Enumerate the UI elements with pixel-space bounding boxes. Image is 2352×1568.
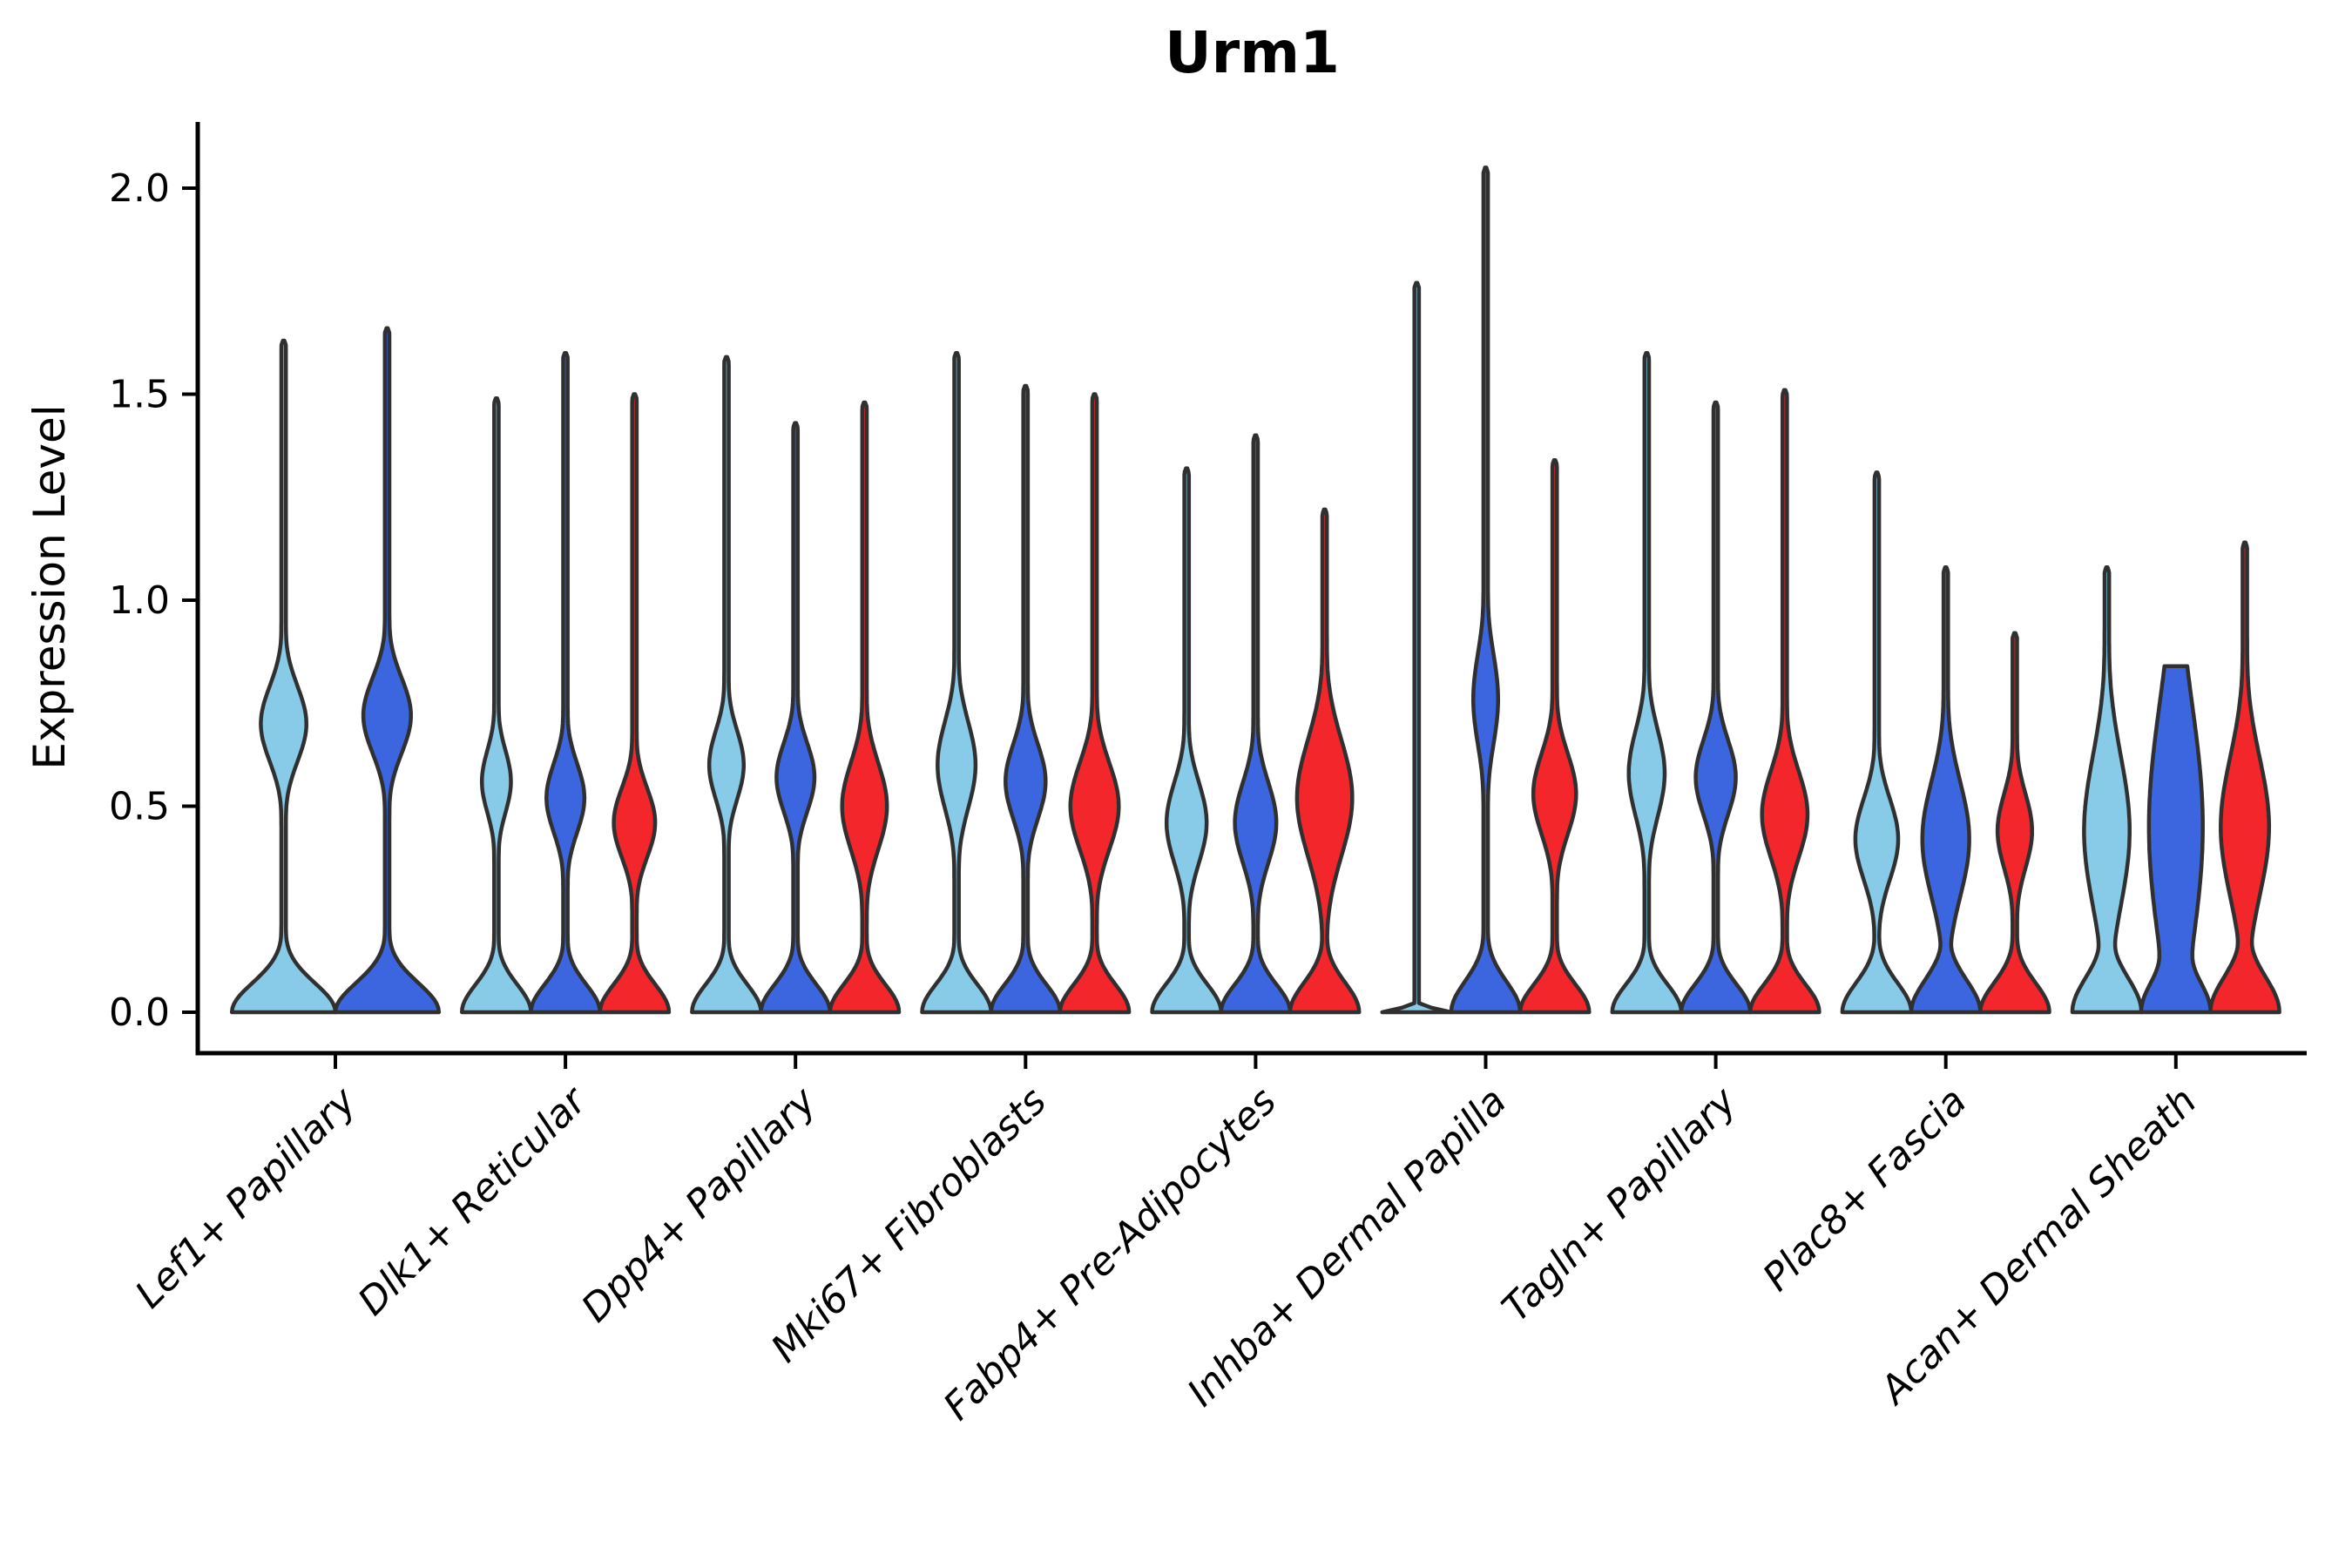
violin-light_blue [920, 350, 993, 1015]
violin-red [598, 392, 672, 1015]
violin-light_blue [1380, 280, 1454, 1015]
violin-light_blue [2070, 564, 2144, 1015]
violin-red [1978, 631, 2051, 1015]
violin-light_blue [1150, 466, 1224, 1015]
violin-royal_blue [2139, 664, 2213, 1015]
violin-red [1517, 457, 1592, 1015]
violin-royal_blue [1449, 166, 1523, 1015]
y-tick-label: 1.0 [109, 578, 170, 623]
x-category-label: Lef1+ Papillary [127, 1078, 366, 1317]
y-tick-label: 1.5 [109, 373, 170, 417]
y-tick-label: 2.0 [109, 166, 170, 211]
x-category-label: Dlk1+ Reticular [350, 1078, 597, 1324]
violin-light_blue [690, 355, 763, 1015]
violin-light_blue [1840, 470, 1914, 1015]
violin-red [2208, 540, 2281, 1015]
violin-red [1058, 392, 1132, 1015]
violin-light_blue [460, 395, 533, 1015]
y-tick-label: 0.0 [109, 990, 170, 1035]
x-category-label: Plac8+ Fascia [1754, 1079, 1975, 1300]
violin-royal_blue [529, 350, 602, 1015]
violin-light_blue [229, 338, 338, 1015]
violin-red [1288, 507, 1362, 1015]
violin-royal_blue [1909, 564, 1983, 1015]
violin-light_blue [1610, 350, 1684, 1015]
violin-royal_blue [1679, 400, 1753, 1015]
violin-red [1747, 388, 1821, 1015]
x-category-label: Tagln+ Papillary [1494, 1078, 1746, 1330]
violin-red [828, 400, 902, 1015]
violin-royal_blue [989, 383, 1063, 1015]
violin-royal_blue [333, 326, 442, 1015]
violin-royal_blue [1219, 433, 1293, 1015]
x-category-label: Dpp4+ Papillary [573, 1078, 826, 1331]
violin-royal_blue [759, 421, 833, 1015]
plot-title: Urm1 [1165, 19, 1340, 86]
y-tick-label: 0.5 [109, 785, 170, 829]
